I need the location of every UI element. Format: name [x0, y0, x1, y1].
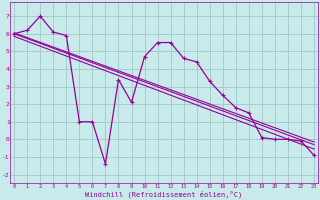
X-axis label: Windchill (Refroidissement éolien,°C): Windchill (Refroidissement éolien,°C): [85, 190, 243, 198]
